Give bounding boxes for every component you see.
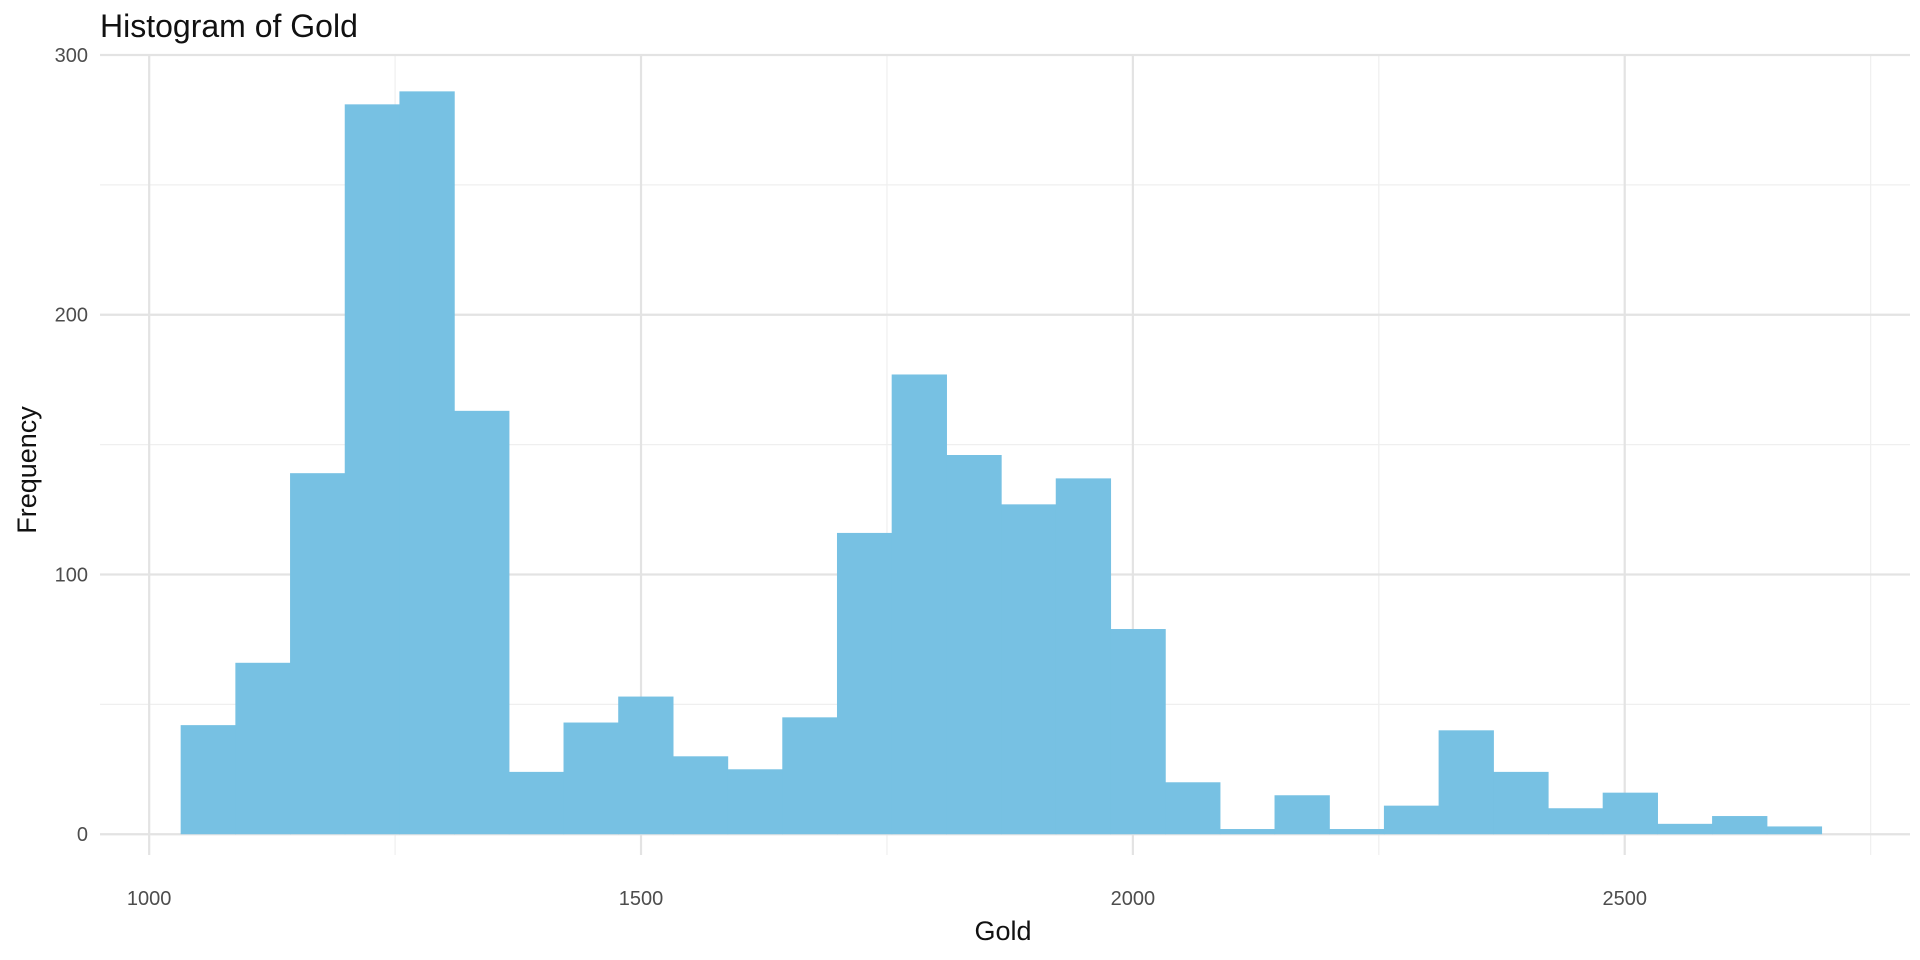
- x-tick-label: 2000: [1111, 888, 1156, 910]
- histogram-bar: [1766, 826, 1823, 835]
- histogram-bar: [1438, 730, 1494, 835]
- histogram-bar: [563, 722, 619, 835]
- histogram-bar: [508, 771, 565, 835]
- histogram-bar: [672, 756, 729, 835]
- bars-layer: [180, 91, 1823, 835]
- y-axis-title: Frequency: [12, 406, 42, 534]
- histogram-bar: [1110, 629, 1166, 835]
- histogram-bar: [1165, 782, 1221, 835]
- chart-title: Histogram of Gold: [100, 8, 358, 44]
- histogram-bar: [1274, 795, 1330, 835]
- histogram-bar: [1219, 829, 1276, 835]
- y-tick-label: 200: [55, 305, 88, 327]
- x-tick-label: 1000: [127, 888, 172, 910]
- histogram-bar: [727, 769, 783, 835]
- histogram-bar: [1602, 792, 1658, 835]
- y-tick-label: 300: [55, 45, 88, 67]
- histogram-bar: [782, 717, 838, 835]
- histogram-bar: [235, 662, 291, 835]
- histogram-bar: [618, 696, 674, 835]
- histogram-bar: [946, 455, 1002, 835]
- y-tick-label: 100: [55, 564, 88, 586]
- histogram-bar: [454, 410, 510, 835]
- x-axis-title: Gold: [974, 916, 1031, 946]
- histogram-bar: [399, 91, 455, 835]
- histogram-bar: [1001, 504, 1057, 835]
- histogram-bar: [180, 725, 236, 835]
- x-tick-label: 2500: [1602, 888, 1647, 910]
- histogram-bar: [1548, 808, 1604, 835]
- histogram-bar: [891, 374, 947, 835]
- histogram-bar: [1493, 771, 1549, 835]
- x-tick-label: 1500: [619, 888, 664, 910]
- histogram-bar: [290, 473, 346, 835]
- histogram-bar: [1329, 829, 1385, 835]
- histogram-bar: [344, 104, 401, 835]
- histogram-bar: [836, 532, 893, 835]
- y-tick-label: 0: [77, 824, 88, 846]
- histogram-bar: [1657, 823, 1713, 835]
- histogram-bar: [1055, 478, 1112, 835]
- tick-labels-layer: 1000 1500 2000 2500 0 100 200 300: [55, 45, 1647, 910]
- histogram-bar: [1712, 816, 1768, 835]
- histogram-bar: [1383, 805, 1440, 835]
